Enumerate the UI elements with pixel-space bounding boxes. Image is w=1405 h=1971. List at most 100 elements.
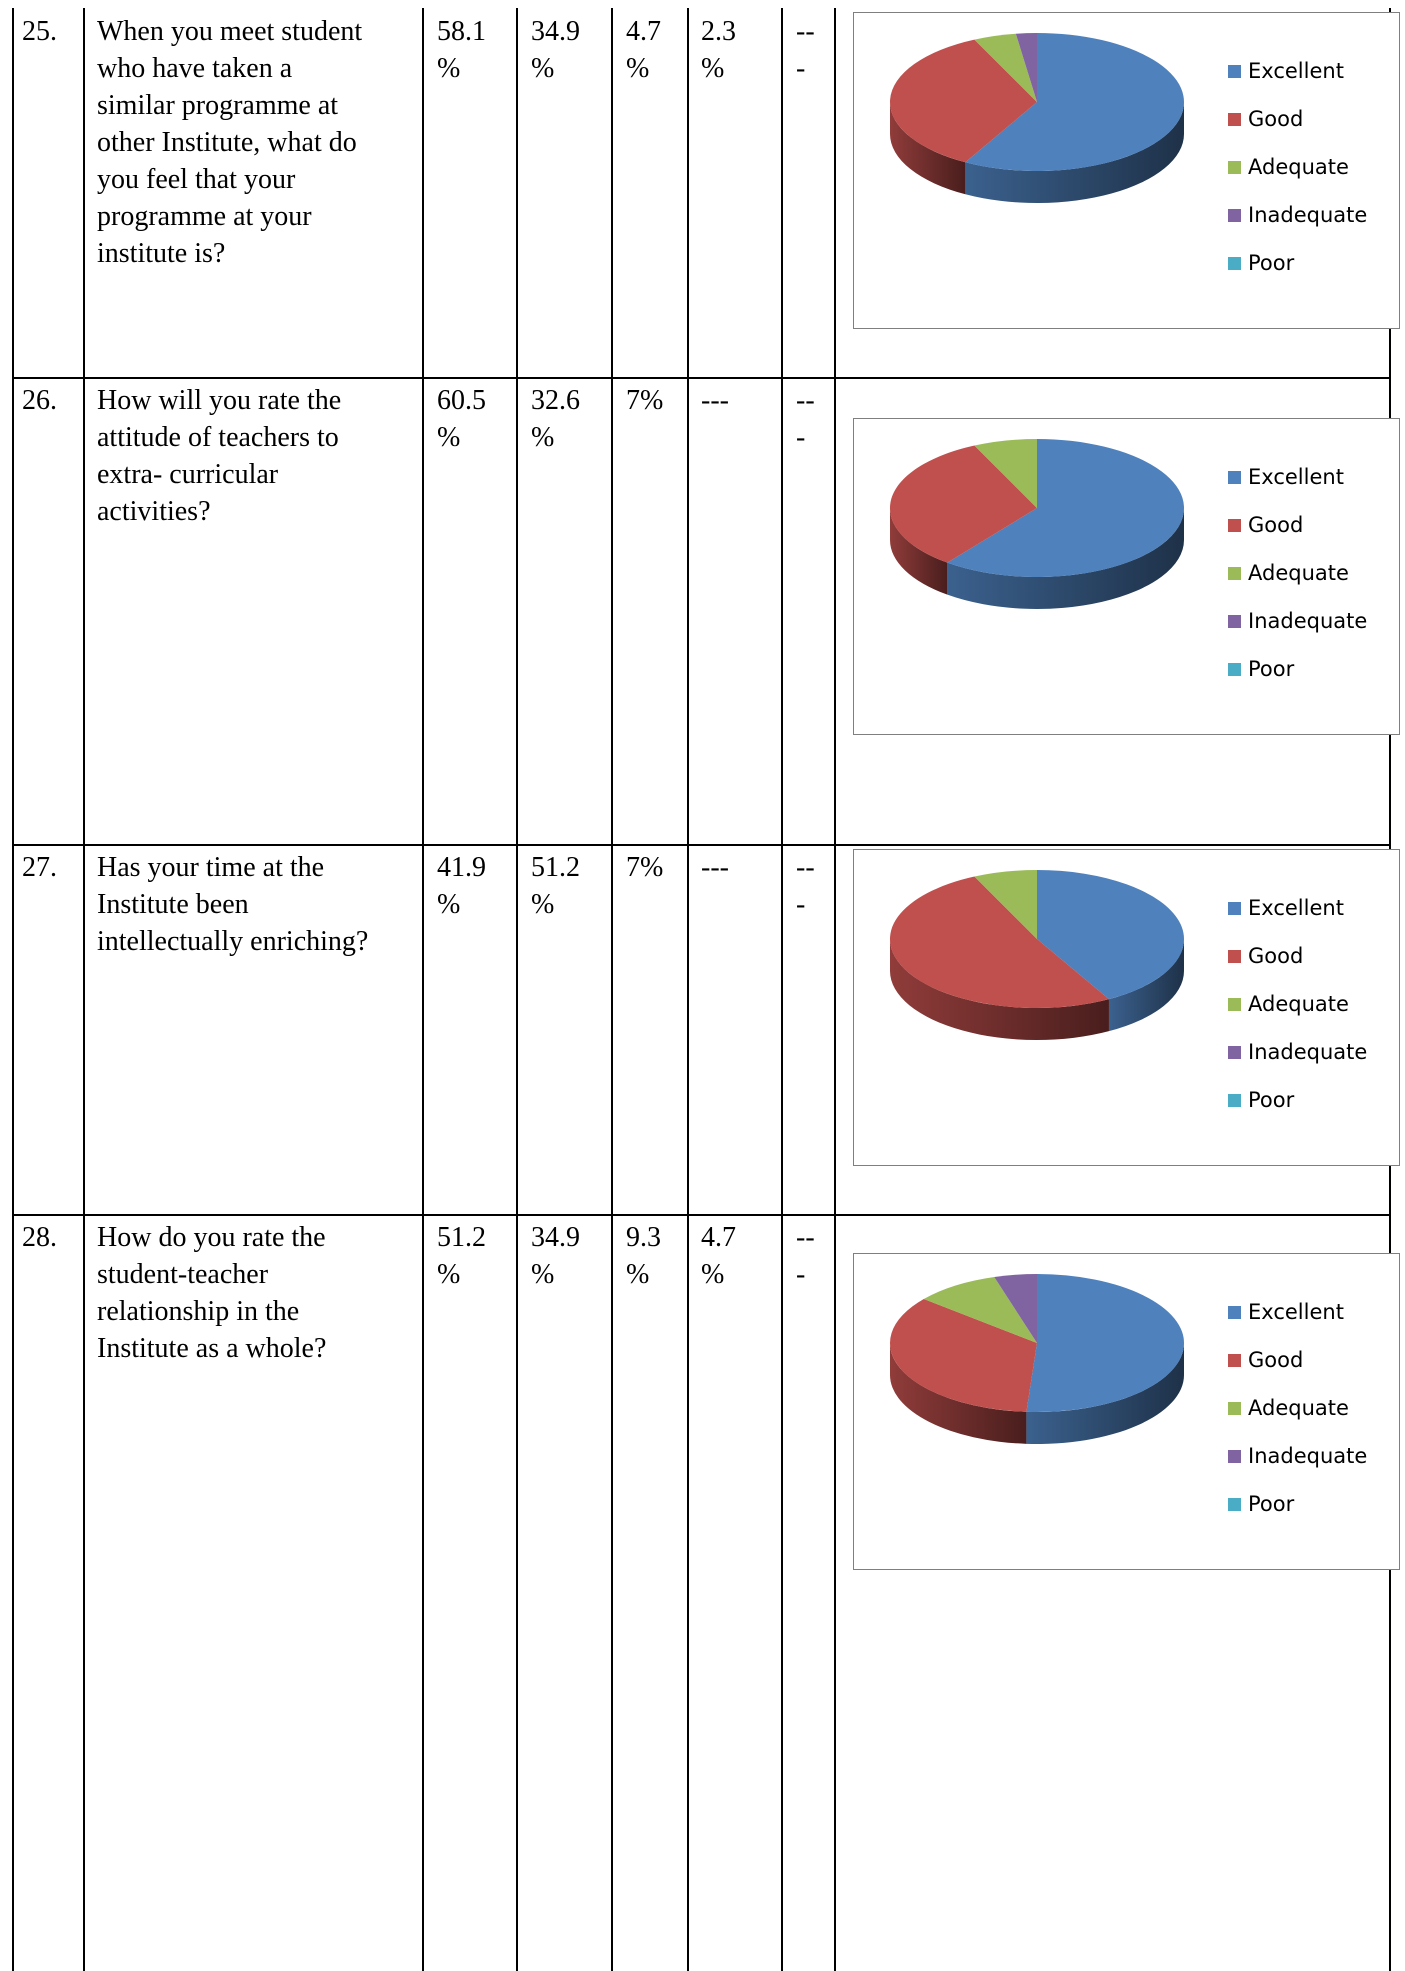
legend-swatch (1228, 1305, 1241, 1319)
legend-swatch (1228, 1497, 1241, 1511)
legend-swatch (1228, 1045, 1241, 1059)
pie-slice-side-excellent (1108, 939, 1184, 1032)
legend-label: Inadequate (1248, 1444, 1368, 1468)
legend-item-inadequate: Inadequate (1228, 191, 1367, 239)
inadequate-percent: 2.3 % (701, 16, 736, 84)
legend-label: Good (1248, 1348, 1304, 1372)
legend-label: Poor (1248, 1492, 1295, 1516)
legend-label: Good (1248, 513, 1304, 537)
pie-slice-good (890, 876, 1109, 1008)
legend-swatch (1228, 901, 1241, 915)
pie-chart: Excellent Good Adequate Inadequate Poor (853, 849, 1400, 1166)
column-divider (83, 8, 85, 1971)
column-divider (687, 8, 689, 1971)
chart-legend: Excellent Good Adequate Inadequate Poor (1228, 453, 1367, 693)
column-divider (834, 8, 836, 1971)
legend-swatch (1228, 1093, 1241, 1107)
legend-swatch (1228, 64, 1241, 78)
column-divider (781, 8, 783, 1971)
adequate-percent: 7% (626, 852, 664, 883)
legend-label: Excellent (1248, 896, 1344, 920)
legend-item-good: Good (1228, 932, 1367, 980)
pie-slice-excellent (965, 33, 1184, 171)
question-text: When you meet student who have taken a s… (97, 16, 363, 269)
legend-swatch (1228, 1449, 1241, 1463)
pie-slice-side-good (890, 1343, 1027, 1444)
legend-item-inadequate: Inadequate (1228, 1028, 1367, 1076)
adequate-percent: 7% (626, 385, 664, 416)
question-text: Has your time at the Institute been inte… (97, 852, 369, 957)
adequate-percent: 4.7 % (626, 16, 661, 84)
legend-item-excellent: Excellent (1228, 1288, 1367, 1336)
row-number: 26. (22, 385, 57, 416)
legend-item-good: Good (1228, 501, 1367, 549)
pie-slice-good (890, 445, 1037, 563)
good-percent: 34.9 % (531, 16, 580, 84)
chart-legend: Excellent Good Adequate Inadequate Poor (1228, 884, 1367, 1124)
excellent-percent: 58.1 % (437, 16, 486, 84)
legend-label: Inadequate (1248, 609, 1368, 633)
legend-item-adequate: Adequate (1228, 549, 1367, 597)
pie-slice-side-excellent (947, 508, 1184, 609)
legend-label: Excellent (1248, 1300, 1344, 1324)
legend-item-good: Good (1228, 1336, 1367, 1384)
row-divider (12, 844, 1391, 846)
poor-percent: -- - (796, 852, 815, 920)
legend-swatch (1228, 1353, 1241, 1367)
legend-label: Poor (1248, 251, 1295, 275)
inadequate-percent: --- (701, 852, 729, 883)
legend-item-excellent: Excellent (1228, 47, 1367, 95)
legend-item-adequate: Adequate (1228, 143, 1367, 191)
excellent-percent: 60.5 % (437, 385, 486, 453)
legend-label: Inadequate (1248, 1040, 1368, 1064)
pie-slice-excellent (947, 439, 1184, 577)
pie-slice-inadequate (994, 1274, 1037, 1343)
legend-label: Excellent (1248, 465, 1344, 489)
row-divider (12, 377, 1391, 379)
good-percent: 34.9 % (531, 1222, 580, 1290)
row-number: 28. (22, 1222, 57, 1253)
legend-label: Excellent (1248, 59, 1344, 83)
pie-chart: Excellent Good Adequate Inadequate Poor (853, 12, 1400, 329)
pie-svg (890, 870, 1184, 1040)
chart-legend: Excellent Good Adequate Inadequate Poor (1228, 1288, 1367, 1528)
column-divider (516, 8, 518, 1971)
legend-swatch (1228, 112, 1241, 126)
legend-label: Adequate (1248, 992, 1349, 1016)
row-number: 25. (22, 16, 57, 47)
pie-slice-adequate (974, 33, 1037, 102)
legend-swatch (1228, 566, 1241, 580)
legend-label: Adequate (1248, 155, 1349, 179)
legend-item-adequate: Adequate (1228, 1384, 1367, 1432)
legend-item-poor: Poor (1228, 1076, 1367, 1124)
column-divider (611, 8, 613, 1971)
pie-slice-side-good (890, 102, 966, 195)
poor-percent: -- - (796, 385, 815, 453)
question-text: How will you rate the attitude of teache… (97, 385, 342, 527)
pie-slice-side-good (890, 939, 1109, 1040)
excellent-percent: 41.9 % (437, 852, 486, 920)
pie-slice-good (890, 39, 1037, 163)
legend-label: Inadequate (1248, 203, 1368, 227)
pie-svg (890, 439, 1184, 609)
legend-item-poor: Poor (1228, 1480, 1367, 1528)
row-divider (12, 1214, 1391, 1216)
poor-percent: -- - (796, 1222, 815, 1290)
legend-swatch (1228, 997, 1241, 1011)
good-percent: 32.6 % (531, 385, 580, 453)
pie-slice-side-excellent (1026, 1343, 1184, 1444)
pie-slice-good (890, 1298, 1037, 1412)
legend-item-poor: Poor (1228, 645, 1367, 693)
table-border-left (12, 8, 14, 1971)
pie-chart: Excellent Good Adequate Inadequate Poor (853, 418, 1400, 735)
legend-swatch (1228, 256, 1241, 270)
legend-label: Good (1248, 107, 1304, 131)
legend-item-inadequate: Inadequate (1228, 597, 1367, 645)
good-percent: 51.2 % (531, 852, 580, 920)
adequate-percent: 9.3 % (626, 1222, 661, 1290)
legend-label: Good (1248, 944, 1304, 968)
pie-chart: Excellent Good Adequate Inadequate Poor (853, 1253, 1400, 1570)
pie-slice-inadequate (1015, 33, 1037, 102)
legend-label: Poor (1248, 1088, 1295, 1112)
pie-slice-excellent (1026, 1274, 1184, 1412)
